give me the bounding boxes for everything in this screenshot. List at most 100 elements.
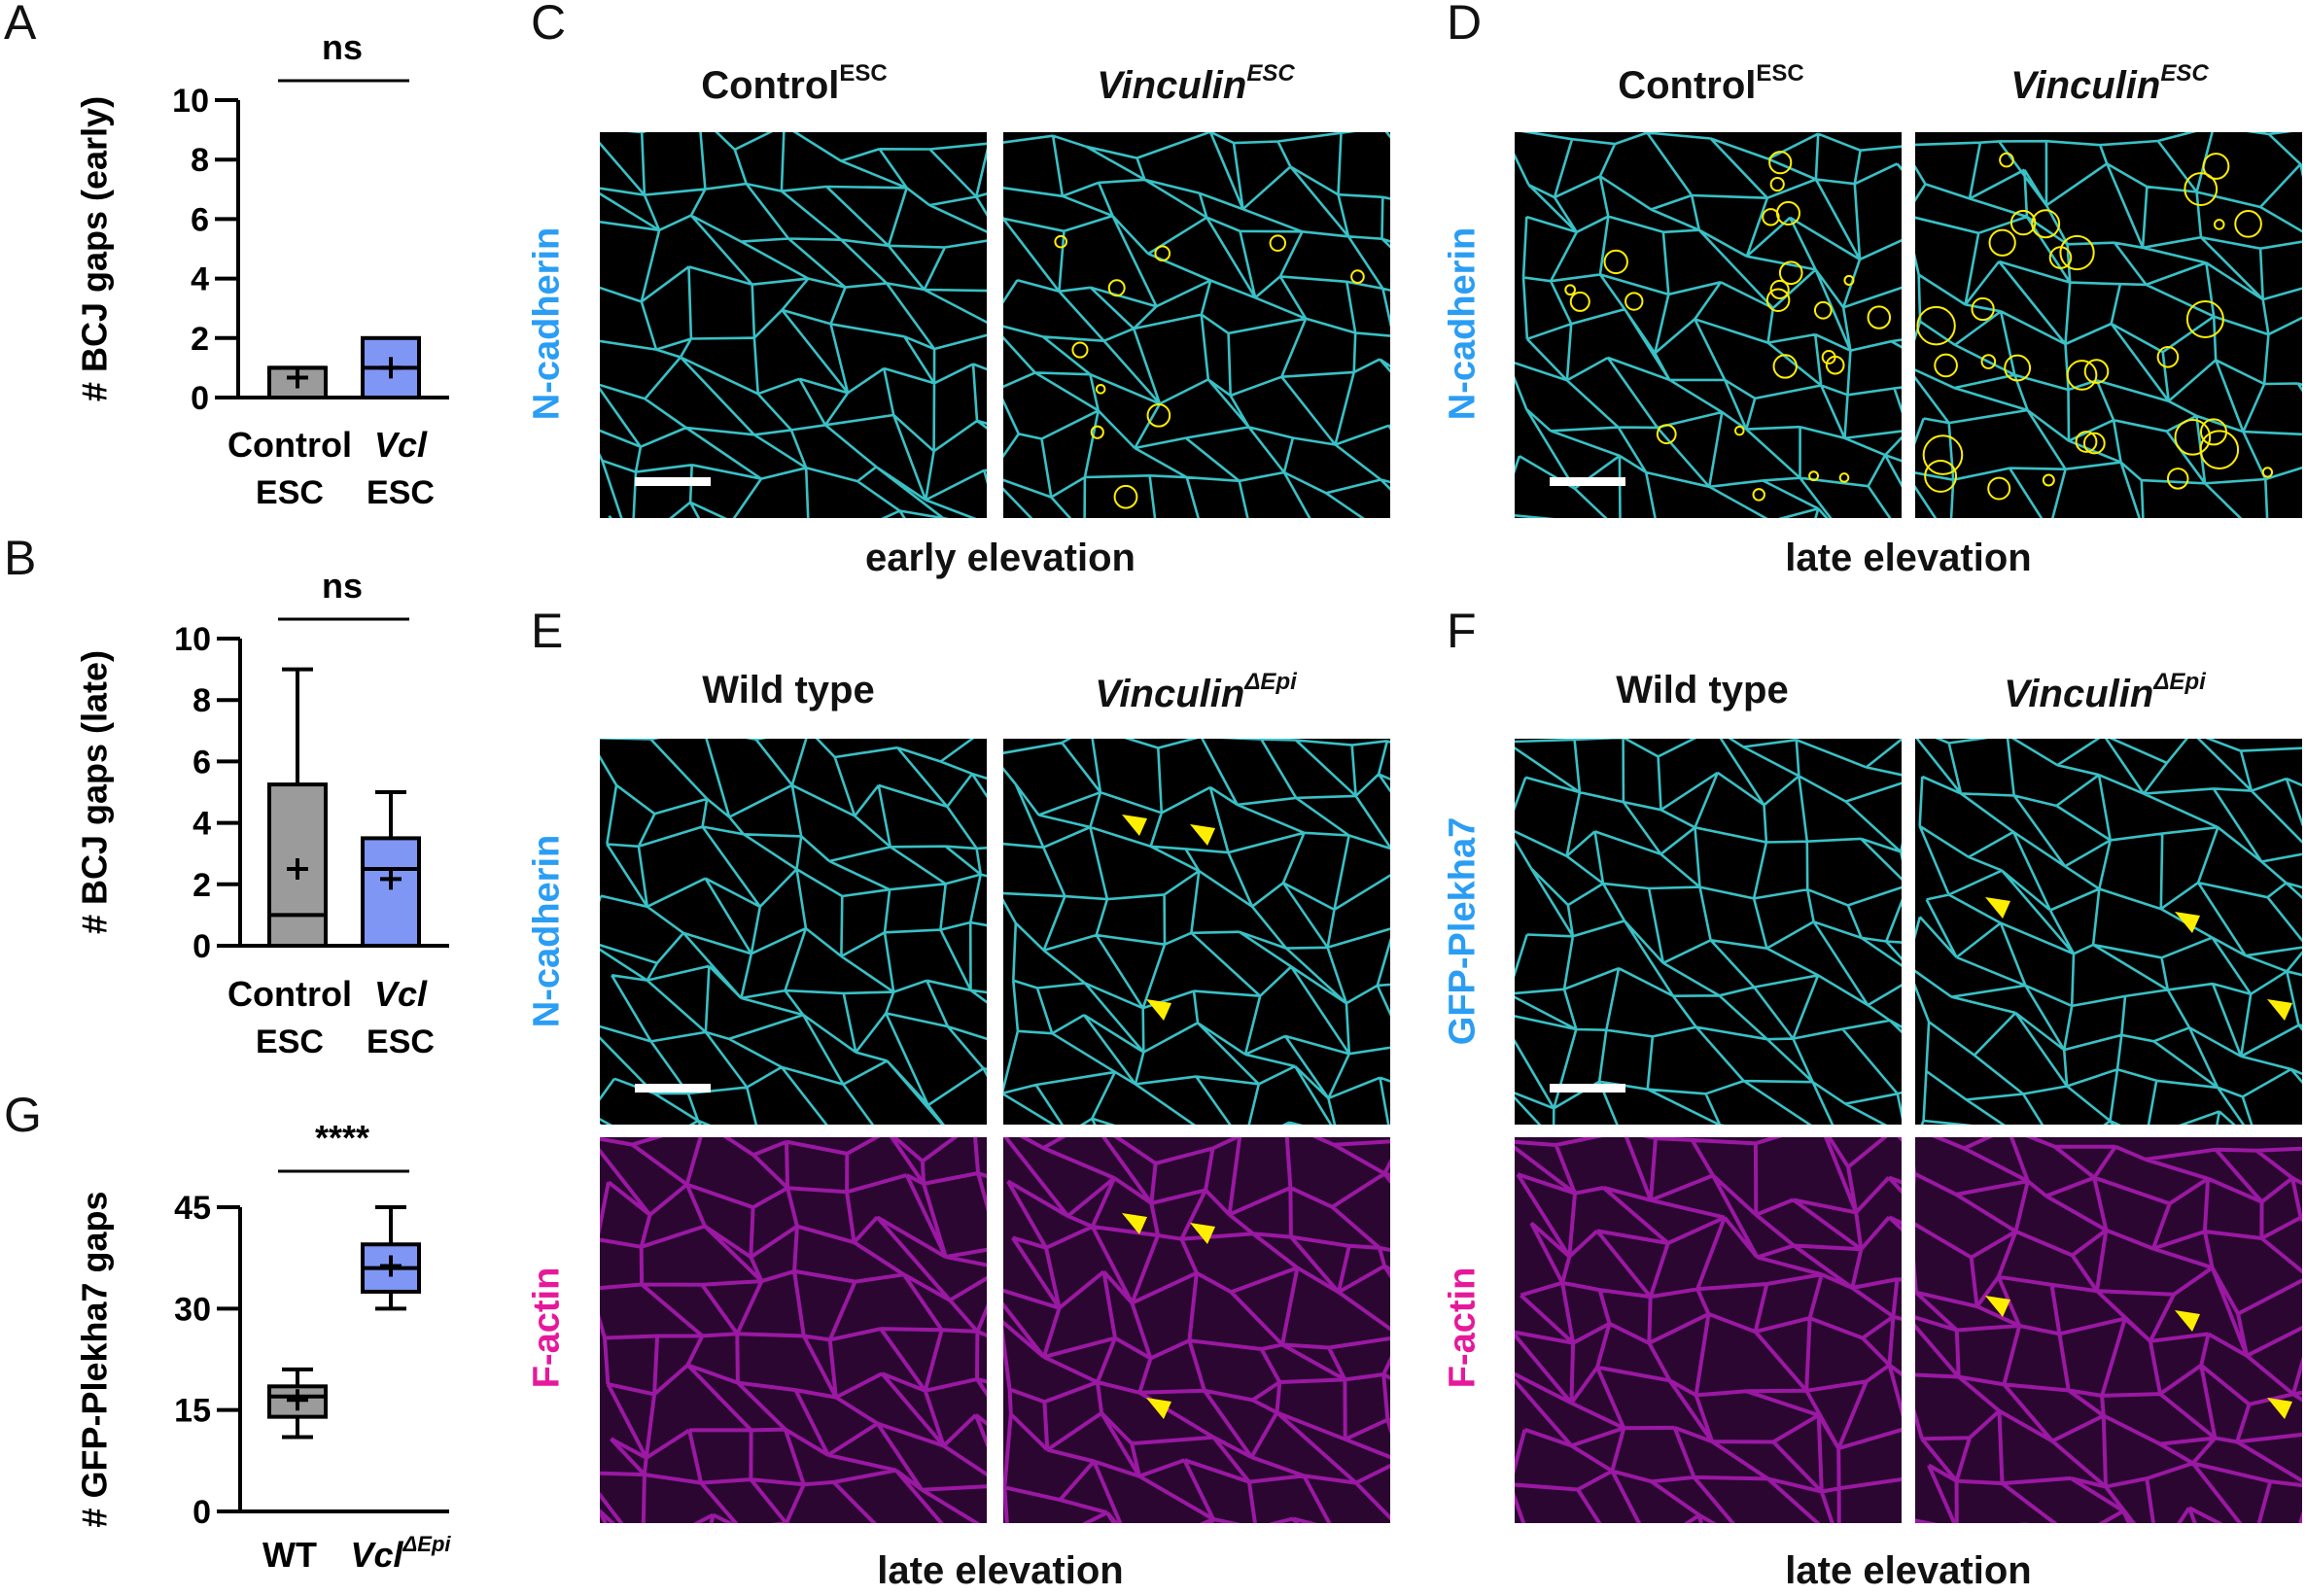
panel-letter-g: G [4,1088,42,1142]
category-sublabel: ESC [256,474,324,511]
gap-circle-marker [1922,434,1964,475]
y-tick-label: 10 [174,621,211,658]
gap-circle-marker [1843,274,1855,286]
header-wild-type: Wild type [702,669,875,711]
gap-circle-marker [1154,245,1171,262]
gap-circle-marker [1146,402,1171,428]
footer-late-elevation: late elevation [877,1549,1124,1592]
micrograph-f-vcl-factin [1915,1137,2302,1523]
arrowhead-marker [1122,815,1147,836]
scale-bar [1550,477,1625,486]
mean-marker [380,868,402,890]
scale-bar [1550,1084,1625,1093]
gap-circle-marker [1971,296,1995,322]
gap-circle-marker [2166,468,2189,490]
gap-circle-marker [1762,208,1780,226]
gap-circle-marker [1769,176,1785,192]
gap-circle-marker [1924,459,1958,493]
header-control-esc: ControlESC [701,60,888,107]
category-label: WT [262,1535,317,1575]
gap-circle-marker [2083,359,2110,384]
micrograph-d-control [1515,132,1902,518]
cell-edges [600,132,987,518]
header-vinculin-esc: VinculinESC [1097,60,1295,107]
cell-edges [1003,739,1390,1125]
gap-circle-marker [1768,151,1793,175]
arrowhead-marker [1985,897,2010,919]
arrowhead-marker [2175,912,2200,933]
panel-letter-d: D [1447,0,1483,50]
y-axis-label: # GFP-Plekha7 gaps [75,1191,115,1527]
gap-circle-marker [1813,300,1833,320]
panel-letter-e: E [531,604,564,658]
arrowhead-marker [1146,999,1171,1021]
cell-junctions [1003,1137,1390,1523]
micrograph-e-vcl-ncad [1003,739,1390,1125]
gap-circle-marker [1269,234,1287,252]
cell-edges [1915,1137,2302,1523]
mean-marker [287,366,308,389]
significance-label: ns [322,27,363,67]
arrowhead-marker [1190,824,1215,846]
panel-letter-a: A [4,0,37,50]
significance-label: ns [322,566,363,606]
gap-circle-marker [1734,425,1745,436]
mean-marker [380,1255,402,1277]
y-tick-label: 0 [192,928,211,965]
header-vinculin-depi: VinculinΔEpi [1095,669,1297,715]
y-tick-label: 15 [174,1393,211,1430]
gap-circle-marker [1113,484,1138,509]
category-label: Vcl [374,425,428,465]
category-sublabel: ESC [367,1024,435,1060]
box-plots: # BCJ gaps (early) 0 2 4 6 8 10 ns Control ESC Vcl… [75,27,452,1575]
micrograph-e-wt-ncad [600,739,987,1125]
y-axis-label: # BCJ gaps (late) [75,650,115,934]
gap-circle-marker [2059,234,2095,271]
category-label: Control [227,425,352,465]
cell-junctions [600,1137,987,1523]
y-tick-label: 30 [174,1291,211,1328]
header-control-esc: ControlESC [1618,60,1804,107]
y-tick-label: 10 [172,83,209,120]
gap-circle-marker [1752,488,1765,502]
micrograph-c-vinculin [1003,132,1390,518]
category-sublabel: ESC [367,474,435,511]
gap-circle-marker [2031,209,2061,239]
gap-circle-marker [1071,341,1089,359]
gap-circle-marker [2042,473,2055,487]
gap-circle-marker [1350,269,1365,284]
gap-circle-marker [1090,425,1104,439]
scale-bar [635,1084,711,1093]
gap-circle-marker [2009,209,2037,236]
gap-circle-marker [2066,360,2098,391]
cell-edges [1915,132,2302,518]
footer-late-elevation: late elevation [1785,1549,2032,1592]
gap-circle-marker [1934,353,1958,378]
gap-circle-marker [1821,350,1836,364]
panel-letter-b: B [4,531,37,585]
gap-circle-marker [1095,383,1106,395]
cell-edges [1515,132,1902,518]
cell-junctions [600,132,987,518]
cell-edges [1003,1137,1390,1523]
gap-circle-marker [1838,472,1850,483]
cell-junctions [1003,132,1390,518]
gap-circle-marker [2185,300,2224,338]
cell-edges [1515,739,1902,1125]
category-label-sup: ΔEpi [402,1532,452,1556]
gap-circle-marker [1772,354,1798,379]
header-vinculin-depi: VinculinΔEpi [2004,669,2206,715]
cell-junctions [600,739,987,1125]
micrograph-f-wt-plekha7 [1515,739,1902,1125]
mean-marker [287,858,308,880]
micrograph-e-vcl-factin [1003,1137,1390,1523]
gap-circle-marker [2202,153,2230,180]
y-tick-label: 6 [191,201,209,238]
category-label: VclΔEpi [350,1532,451,1575]
gap-circle-marker [1778,260,1803,286]
scale-bar [635,477,711,486]
cell-junctions [1515,739,1902,1125]
mean-marker [287,1389,308,1411]
arrowhead-marker [1146,1398,1171,1419]
category-label: Control [227,974,352,1014]
